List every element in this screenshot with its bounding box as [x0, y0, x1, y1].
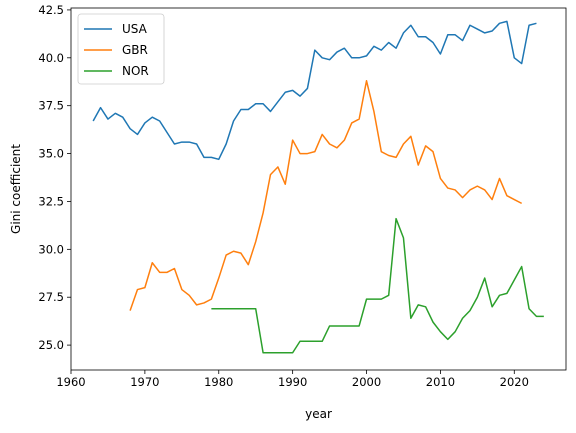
y-axis: 25.0 27.5 30.0 32.5 35.0 37.5 40.0 42.5 [38, 3, 71, 352]
legend: USA GBR NOR [77, 13, 165, 85]
y-tick-label: 27.5 [38, 290, 64, 304]
series-line-gbr [129, 80, 523, 311]
legend-label-gbr: GBR [122, 43, 148, 57]
y-tick-label: 25.0 [38, 338, 64, 352]
y-axis-label: Gini coefficient [9, 144, 23, 234]
plot-lines [92, 20, 544, 354]
x-tick-label: 1970 [130, 375, 159, 389]
x-tick-label: 2010 [426, 375, 455, 389]
legend-label-nor: NOR [122, 64, 149, 78]
y-tick-label: 37.5 [38, 99, 64, 113]
y-tick-label: 42.5 [38, 3, 64, 17]
legend-box [77, 13, 165, 85]
legend-label-usa: USA [122, 22, 148, 36]
plot-frame [70, 7, 567, 371]
x-tick-label: 2020 [500, 375, 529, 389]
y-tick-label: 30.0 [38, 242, 64, 256]
x-tick-label: 1990 [278, 375, 307, 389]
x-axis: 1960 1970 1980 1990 2000 2010 2020 [56, 370, 529, 389]
series-line-nor [211, 217, 544, 354]
x-tick-label: 2000 [352, 375, 381, 389]
x-axis-label: year [305, 407, 332, 421]
x-tick-label: 1980 [204, 375, 233, 389]
y-tick-label: 40.0 [38, 51, 64, 65]
y-tick-label: 32.5 [38, 194, 64, 208]
y-tick-label: 35.0 [38, 147, 64, 161]
x-tick-label: 1960 [56, 375, 85, 389]
series-line-usa [92, 20, 537, 161]
